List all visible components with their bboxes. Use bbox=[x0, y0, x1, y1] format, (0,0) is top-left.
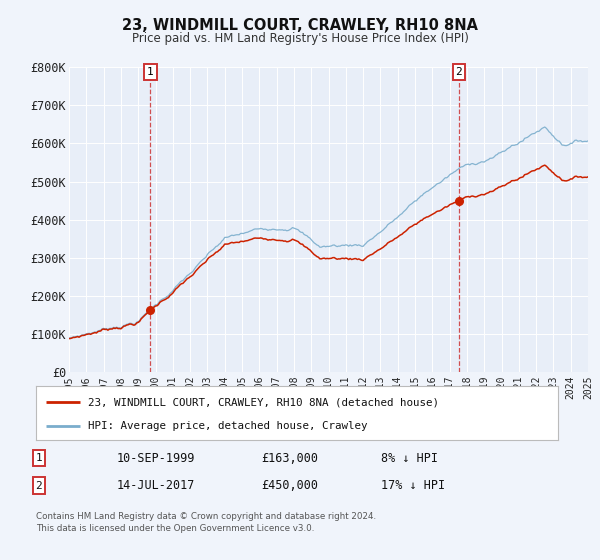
Text: 1: 1 bbox=[35, 453, 43, 463]
Text: Price paid vs. HM Land Registry's House Price Index (HPI): Price paid vs. HM Land Registry's House … bbox=[131, 32, 469, 45]
Text: 2: 2 bbox=[35, 480, 43, 491]
Text: 17% ↓ HPI: 17% ↓ HPI bbox=[381, 479, 445, 492]
Text: 1: 1 bbox=[147, 67, 154, 77]
Text: 10-SEP-1999: 10-SEP-1999 bbox=[117, 451, 196, 465]
Text: 8% ↓ HPI: 8% ↓ HPI bbox=[381, 451, 438, 465]
Text: 14-JUL-2017: 14-JUL-2017 bbox=[117, 479, 196, 492]
Text: Contains HM Land Registry data © Crown copyright and database right 2024.
This d: Contains HM Land Registry data © Crown c… bbox=[36, 512, 376, 533]
Text: £450,000: £450,000 bbox=[261, 479, 318, 492]
Text: 23, WINDMILL COURT, CRAWLEY, RH10 8NA: 23, WINDMILL COURT, CRAWLEY, RH10 8NA bbox=[122, 18, 478, 33]
Text: £163,000: £163,000 bbox=[261, 451, 318, 465]
Text: 23, WINDMILL COURT, CRAWLEY, RH10 8NA (detached house): 23, WINDMILL COURT, CRAWLEY, RH10 8NA (d… bbox=[88, 398, 439, 407]
Text: 2: 2 bbox=[455, 67, 463, 77]
Text: HPI: Average price, detached house, Crawley: HPI: Average price, detached house, Craw… bbox=[88, 421, 368, 431]
